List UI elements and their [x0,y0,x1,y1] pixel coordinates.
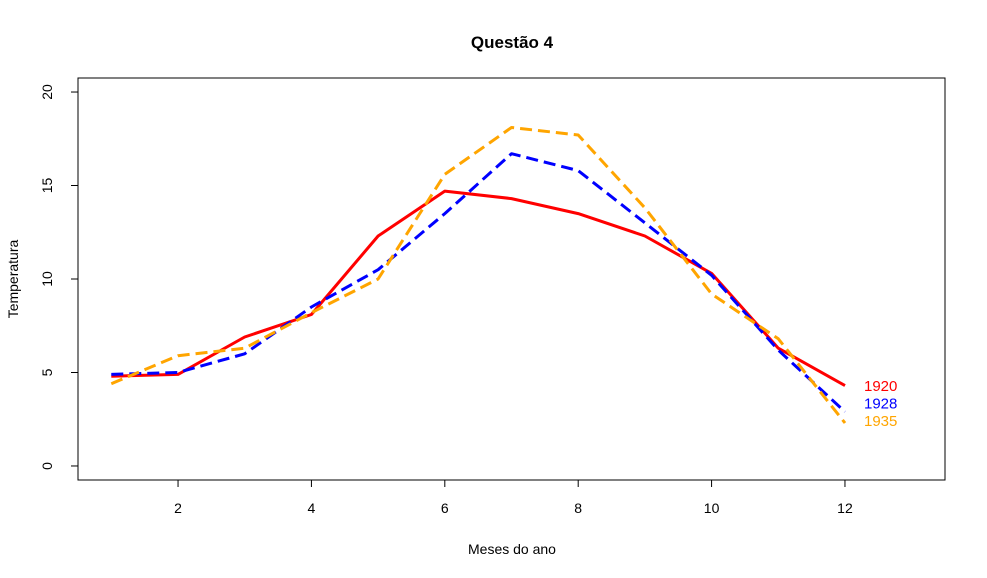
series-lines [110,126,847,424]
series-label-1928: 1928 [864,396,897,413]
x-tick-label: 2 [174,500,182,516]
y-tick-label: 0 [39,462,55,470]
x-tick-label: 6 [441,500,449,516]
x-axis-label: Meses do ano [468,541,556,557]
series-line-1928 [111,152,847,413]
x-tick-label: 4 [308,500,316,516]
y-tick-label: 20 [39,84,55,100]
y-tick-label: 10 [39,271,55,287]
x-tick-label: 12 [837,500,853,516]
x-tick-label: 10 [704,500,720,516]
series-line-1920 [111,189,846,387]
y-tick-label: 5 [39,368,55,376]
series-line-1935 [110,126,847,424]
chart-title: Questão 4 [471,33,554,52]
y-tick-label: 15 [39,178,55,194]
y-axis-label: Temperatura [5,239,21,318]
series-label-1935: 1935 [864,413,897,430]
y-axis: 0 5 10 15 20 [39,84,78,470]
x-axis: 2 4 6 8 10 12 [174,480,853,516]
series-label-1920: 1920 [864,378,897,395]
x-tick-label: 8 [574,500,582,516]
plot-frame [77,77,946,481]
